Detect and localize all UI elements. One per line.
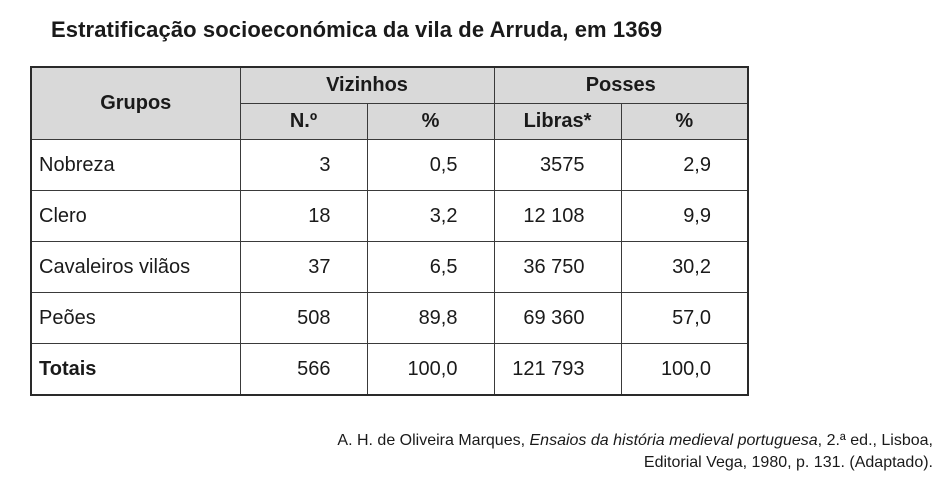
header-row-top: Grupos Vizinhos Posses — [30, 66, 749, 140]
source-edition: , 2.ª ed., Lisboa, — [817, 432, 933, 449]
row-n: 3 — [239, 139, 368, 191]
data-table: Grupos Vizinhos Posses N.º % Libras* % N… — [30, 66, 749, 396]
row-pct-posses: 57,0 — [620, 292, 749, 344]
row-group: Totais — [30, 343, 241, 396]
row-pct-posses: 30,2 — [620, 241, 749, 293]
header-vizinhos: Vizinhos — [239, 66, 495, 104]
row-pct-vizinhos: 0,5 — [366, 139, 495, 191]
row-libras: 12 108 — [493, 190, 622, 242]
row-n: 508 — [239, 292, 368, 344]
row-pct-vizinhos: 6,5 — [366, 241, 495, 293]
row-n: 566 — [239, 343, 368, 396]
row-pct-vizinhos: 89,8 — [366, 292, 495, 344]
source-line-2: Editorial Vega, 1980, p. 131. (Adaptado)… — [643, 454, 933, 471]
row-pct-posses: 9,9 — [620, 190, 749, 242]
row-pct-vizinhos: 100,0 — [366, 343, 495, 396]
table-row: Nobreza 3 0,5 3575 2,9 — [30, 139, 749, 191]
header-libras: Libras* — [493, 103, 622, 140]
row-libras: 121 793 — [493, 343, 622, 396]
source-line-1: A. H. de Oliveira Marques, Ensaios da hi… — [337, 430, 933, 452]
header-posses: Posses — [493, 66, 749, 104]
header-n: N.º — [239, 103, 368, 140]
row-group: Cavaleiros vilãos — [30, 241, 241, 293]
header-pct-posses: % — [620, 103, 749, 140]
row-group: Clero — [30, 190, 241, 242]
row-libras: 69 360 — [493, 292, 622, 344]
header-pct-vizinhos: % — [366, 103, 495, 140]
header-row-sub: N.º % Libras* % — [31, 103, 749, 140]
row-pct-posses: 100,0 — [620, 343, 749, 396]
row-n: 18 — [239, 190, 368, 242]
page-title: Estratificação socioeconómica da vila de… — [51, 17, 663, 42]
source-work: Ensaios da história medieval portuguesa — [529, 432, 818, 449]
totals-row: Totais 566 100,0 121 793 100,0 — [30, 343, 749, 396]
row-libras: 36 750 — [493, 241, 622, 293]
row-n: 37 — [239, 241, 368, 293]
row-group: Nobreza — [30, 139, 241, 191]
row-group: Peões — [30, 292, 241, 344]
row-pct-posses: 2,9 — [620, 139, 749, 191]
table-row: Cavaleiros vilãos 37 6,5 36 750 30,2 — [30, 241, 749, 293]
source-author: A. H. de Oliveira Marques, — [337, 432, 530, 449]
table-row: Clero 18 3,2 12 108 9,9 — [30, 190, 749, 242]
row-libras: 3575 — [493, 139, 622, 191]
table-row: Peões 508 89,8 69 360 57,0 — [30, 292, 749, 344]
row-pct-vizinhos: 3,2 — [366, 190, 495, 242]
source-citation: A. H. de Oliveira Marques, Ensaios da hi… — [337, 430, 933, 474]
header-grupos: Grupos — [30, 66, 241, 140]
